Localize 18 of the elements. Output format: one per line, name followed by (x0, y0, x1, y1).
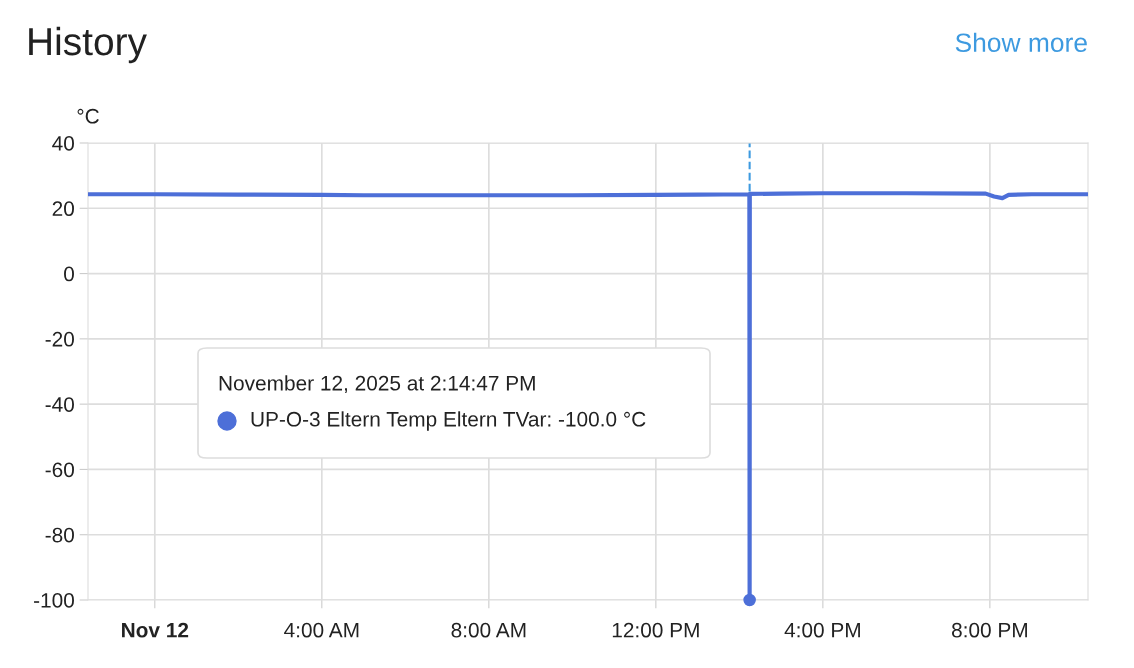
text: Show more (955, 32, 1087, 53)
y-tick-label: 0 (64, 266, 74, 282)
y-tick-label: -20 (45, 331, 74, 347)
y-tick-label: 20 (52, 201, 74, 217)
y-axis-title: °C (77, 108, 99, 124)
x-tick-label: 8:00 PM (951, 622, 1027, 638)
x-tick-label: Nov 12 (122, 622, 189, 638)
y-tick-label: 40 (52, 136, 74, 151)
x-tick-label: 12:00 PM (612, 622, 699, 638)
x-tick-label: 4:00 PM (784, 622, 860, 638)
x-tick-label: 8:00 AM (451, 622, 526, 638)
chart-title: History (29, 26, 147, 64)
y-tick-label: -100 (34, 593, 74, 608)
annotation: November 12, 2025 at 2:14:47 PM UP-O-3 Eltern Temp Eltern TVar: -100.0 °C (219, 375, 646, 431)
x-tick-label: 4:00 AM (284, 622, 359, 638)
y-tick-label: -40 (45, 397, 74, 412)
y-tick-label: -80 (45, 527, 74, 543)
y-tick-label: -60 (45, 462, 74, 478)
